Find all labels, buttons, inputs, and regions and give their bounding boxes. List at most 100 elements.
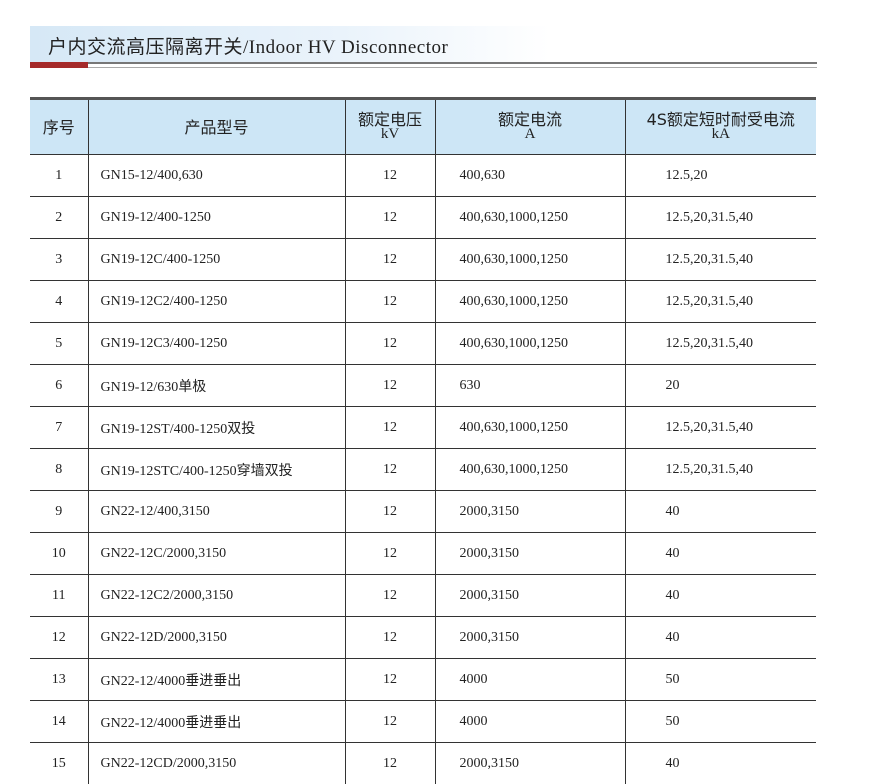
table-cell: 2000,3150	[435, 743, 625, 784]
table-cell: 400,630	[435, 155, 625, 197]
table-cell: 4000	[435, 701, 625, 743]
table-cell: GN22-12/4000垂进垂出	[88, 659, 345, 701]
table-cell: 4	[30, 281, 88, 323]
title-en: /Indoor HV Disconnector	[243, 37, 448, 58]
column-unit: kA	[626, 127, 817, 142]
table-cell: GN19-12ST/400-1250双投	[88, 407, 345, 449]
table-cell: GN22-12/4000垂进垂出	[88, 701, 345, 743]
table-cell: GN19-12C3/400-1250	[88, 323, 345, 365]
table-cell: 50	[625, 701, 816, 743]
column-unit: kV	[346, 127, 435, 142]
table-cell: 12.5,20,31.5,40	[625, 281, 816, 323]
table-cell: 20	[625, 365, 816, 407]
table-cell: 40	[625, 491, 816, 533]
table-cell: 400,630,1000,1250	[435, 407, 625, 449]
table-cell: 12	[345, 407, 435, 449]
table-cell: 400,630,1000,1250	[435, 197, 625, 239]
table-cell: GN22-12CD/2000,3150	[88, 743, 345, 784]
table-cell: 10	[30, 533, 88, 575]
table-cell: 12.5,20,31.5,40	[625, 239, 816, 281]
table-cell: 7	[30, 407, 88, 449]
table-cell: 400,630,1000,1250	[435, 449, 625, 491]
table-cell: 12	[345, 155, 435, 197]
table-cell: 12	[30, 617, 88, 659]
table-cell: GN22-12C2/2000,3150	[88, 575, 345, 617]
table-cell: 3	[30, 239, 88, 281]
table-cell: 50	[625, 659, 816, 701]
table-cell: 12.5,20	[625, 155, 816, 197]
table-cell: 40	[625, 617, 816, 659]
divider	[88, 67, 817, 68]
table-cell: 11	[30, 575, 88, 617]
title-cn: 户内交流高压隔离开关	[48, 36, 243, 58]
table-cell: 400,630,1000,1250	[435, 281, 625, 323]
table-cell: 40	[625, 743, 816, 784]
table-cell: 12	[345, 323, 435, 365]
table-cell: 12.5,20,31.5,40	[625, 407, 816, 449]
table-cell: 12	[345, 533, 435, 575]
table-cell: 630	[435, 365, 625, 407]
table-cell: 6	[30, 365, 88, 407]
table-cell: GN15-12/400,630	[88, 155, 345, 197]
table-cell: 40	[625, 575, 816, 617]
table-cell: 13	[30, 659, 88, 701]
table-cell: 400,630,1000,1250	[435, 239, 625, 281]
table-cell: 5	[30, 323, 88, 365]
table-cell: GN22-12C/2000,3150	[88, 533, 345, 575]
table-cell: 8	[30, 449, 88, 491]
column-label: 序号	[43, 118, 75, 137]
table-cell: 2000,3150	[435, 491, 625, 533]
table-cell: 12	[345, 449, 435, 491]
table-cell: 12	[345, 365, 435, 407]
column-unit: A	[436, 127, 625, 142]
table-cell: 12	[345, 239, 435, 281]
table-cell: 14	[30, 701, 88, 743]
table-cell: GN22-12D/2000,3150	[88, 617, 345, 659]
table-cell: 9	[30, 491, 88, 533]
table-cell: 12.5,20,31.5,40	[625, 449, 816, 491]
table-cell: 40	[625, 533, 816, 575]
table-cell: GN19-12C/400-1250	[88, 239, 345, 281]
table-cell: 12	[345, 743, 435, 784]
table-cell: GN22-12/400,3150	[88, 491, 345, 533]
table-cell: 12	[345, 575, 435, 617]
table-cell: 1	[30, 155, 88, 197]
column-header: 序号	[30, 99, 88, 155]
table-cell: 12	[345, 281, 435, 323]
table-cell: 2000,3150	[435, 617, 625, 659]
page-title: 户内交流高压隔离开关/Indoor HV Disconnector	[48, 32, 448, 59]
column-header: 产品型号	[88, 99, 345, 155]
table-cell: GN19-12/630单极	[88, 365, 345, 407]
table-cell: GN19-12/400-1250	[88, 197, 345, 239]
table-cell: 4000	[435, 659, 625, 701]
table-cell: GN19-12C2/400-1250	[88, 281, 345, 323]
table-cell: 400,630,1000,1250	[435, 323, 625, 365]
table-cell: 12.5,20,31.5,40	[625, 197, 816, 239]
table-cell: 12	[345, 197, 435, 239]
table-cell: 2	[30, 197, 88, 239]
accent-rule	[30, 62, 88, 68]
table-cell: 2000,3150	[435, 533, 625, 575]
column-label: 产品型号	[184, 118, 248, 137]
table-cell: GN19-12STC/400-1250穿墙双投	[88, 449, 345, 491]
